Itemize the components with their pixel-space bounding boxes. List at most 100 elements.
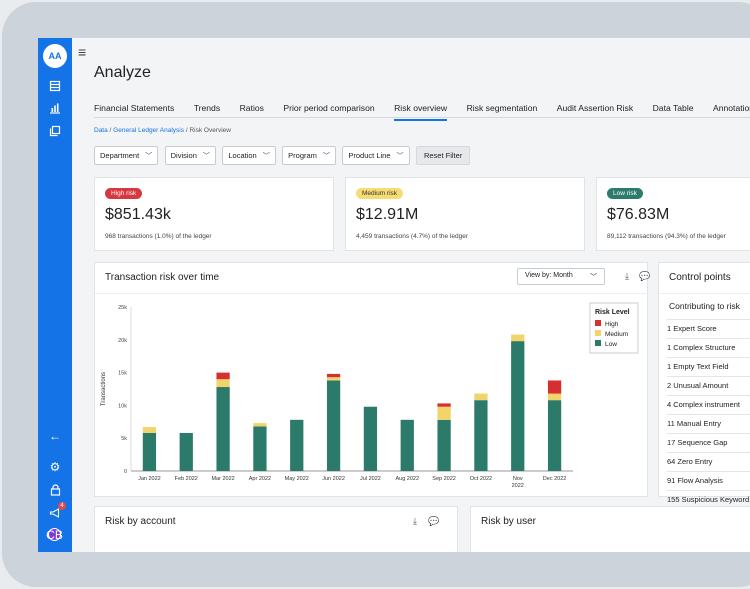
status-badge: Medium risk bbox=[356, 188, 404, 199]
control-point-row[interactable]: 1 Complex Structure bbox=[667, 338, 750, 357]
control-point-row[interactable]: 17 Sequence Gap bbox=[667, 433, 750, 452]
lock-icon[interactable] bbox=[47, 482, 63, 498]
chevron-down-icon: ﹀ bbox=[396, 153, 404, 160]
tab-audit-assertion-risk[interactable]: Audit Assertion Risk bbox=[556, 103, 634, 113]
chevron-down-icon: ﹀ bbox=[202, 153, 210, 160]
y-tick-label: 0 bbox=[124, 469, 127, 475]
kpi-low-risk: Low risk $76.83M 89,112 transactions (94… bbox=[596, 177, 750, 251]
bar-segment-low bbox=[400, 419, 414, 471]
kpi-subtext: 968 transactions (1.0%) of the ledger bbox=[105, 233, 212, 240]
comment-icon[interactable]: 💬 bbox=[428, 516, 440, 526]
view-by-label: View by: Month bbox=[525, 272, 573, 279]
kpi-amount: $76.83M bbox=[607, 206, 670, 223]
product-line-filter[interactable]: Product Line ﹀ bbox=[342, 146, 410, 165]
transaction-risk-chart: 0 5k 10k 15k 20k 25k Transactions Jan 2022 Feb 2… bbox=[101, 302, 639, 489]
location-filter-label: Location bbox=[228, 151, 257, 160]
bar-segment-medium bbox=[474, 393, 488, 401]
breadcrumb-data[interactable]: Data bbox=[94, 127, 108, 134]
collapse-arrow-icon[interactable]: ← bbox=[49, 429, 61, 443]
menu-icon[interactable]: ≡ bbox=[78, 44, 87, 60]
bar-segment-medium bbox=[253, 423, 267, 427]
x-tick-label: Feb 2022 bbox=[175, 476, 198, 482]
panel-title: Risk by user bbox=[481, 516, 537, 527]
bar-segment-low bbox=[437, 419, 451, 471]
control-point-row[interactable]: 1 Empty Text Field bbox=[667, 357, 750, 376]
program-filter[interactable]: Program ﹀ bbox=[282, 146, 336, 165]
notification-badge: 4 bbox=[58, 502, 66, 510]
copy-icon[interactable] bbox=[47, 123, 63, 139]
tab-risk-overview[interactable]: Risk overview bbox=[394, 101, 448, 121]
bar-segment-high bbox=[216, 372, 230, 380]
breadcrumb-general-ledger[interactable]: General Ledger Analysis bbox=[113, 127, 184, 134]
bar-segment-high bbox=[437, 403, 451, 407]
x-tick-label: Jan 2022 bbox=[138, 476, 161, 482]
tab-trends[interactable]: Trends bbox=[193, 103, 221, 113]
legend-swatch-low bbox=[595, 340, 601, 346]
department-filter[interactable]: Department ﹀ bbox=[94, 146, 159, 165]
breadcrumb-current: Risk Overview bbox=[189, 127, 231, 134]
download-icon[interactable]: ⤓ bbox=[413, 516, 417, 526]
bar-segment-medium bbox=[142, 427, 157, 433]
status-badge: High risk bbox=[105, 188, 143, 199]
tab-financial-statements[interactable]: Financial Statements bbox=[94, 103, 175, 113]
gear-icon[interactable]: ⚙ bbox=[49, 460, 61, 474]
app-logo[interactable]: AA bbox=[43, 44, 67, 68]
control-point-row[interactable]: 4 Complex instrument bbox=[667, 395, 750, 414]
y-tick-label: 10k bbox=[118, 403, 127, 409]
transaction-risk-panel: Transaction risk over time View by: Mont… bbox=[94, 262, 651, 497]
panel-title: Risk by account bbox=[105, 516, 176, 527]
risk-by-user-panel: Risk by user bbox=[470, 506, 750, 552]
control-point-row[interactable]: 91 Flow Analysis bbox=[667, 471, 750, 490]
x-tick-label: Dec 2022 bbox=[543, 476, 567, 482]
bar-segment-low bbox=[547, 400, 562, 471]
chevron-down-icon: ﹀ bbox=[590, 274, 597, 281]
tab-risk-segmentation[interactable]: Risk segmentation bbox=[466, 103, 538, 113]
bar-chart-icon[interactable] bbox=[47, 100, 63, 116]
bar-segment-low bbox=[142, 432, 157, 471]
chevron-down-icon: ﹀ bbox=[262, 153, 270, 160]
location-filter[interactable]: Location ﹀ bbox=[222, 146, 276, 165]
control-point-row[interactable]: 1 Expert Score bbox=[667, 319, 750, 338]
bar-segment-low bbox=[253, 426, 267, 471]
database-icon[interactable] bbox=[47, 78, 63, 94]
product-line-filter-label: Product Line bbox=[348, 151, 391, 160]
app-screen: AA ← ⚙ 4 CB ≡ Analyze Financial S bbox=[38, 38, 750, 552]
bar-segment-low bbox=[511, 341, 525, 471]
bar-segment-low bbox=[216, 387, 230, 471]
division-filter[interactable]: Division ﹀ bbox=[164, 146, 216, 165]
bar-segment-medium bbox=[326, 377, 341, 381]
control-point-row[interactable]: 64 Zero Entry bbox=[667, 452, 750, 471]
kpi-medium-risk: Medium risk $12.91M 4,459 transactions (… bbox=[345, 177, 585, 251]
control-point-row[interactable]: 155 Suspicious Keyword bbox=[667, 490, 750, 509]
panel-divider bbox=[95, 293, 649, 294]
breadcrumb-separator: / bbox=[109, 127, 112, 134]
bar-segment-high bbox=[326, 373, 341, 378]
breadcrumb: Data / General Ledger Analysis / Risk Ov… bbox=[94, 127, 231, 134]
kpi-subtext: 89,112 transactions (94.3%) of the ledge… bbox=[607, 233, 726, 240]
comment-icon[interactable]: 💬 bbox=[639, 271, 651, 281]
reset-filter-button[interactable]: Reset Filter bbox=[415, 146, 471, 165]
megaphone-icon[interactable]: 4 bbox=[47, 502, 66, 521]
x-tick-label: Nov bbox=[513, 476, 523, 482]
control-point-row[interactable]: 11 Manual Entry bbox=[667, 414, 750, 433]
view-by-select[interactable]: View by: Month ﹀ bbox=[517, 268, 605, 285]
control-point-row[interactable]: 2 Unusual Amount bbox=[667, 376, 750, 395]
filter-bar: Department ﹀ Division ﹀ Location ﹀ Program ﹀… bbox=[94, 146, 471, 165]
kpi-amount: $851.43k bbox=[105, 206, 171, 223]
panel-title: Control points bbox=[669, 272, 731, 283]
page-title: Analyze bbox=[94, 64, 151, 81]
tab-ratios[interactable]: Ratios bbox=[239, 103, 264, 113]
download-icon[interactable]: ⤓ bbox=[625, 271, 629, 281]
chevron-down-icon: ﹀ bbox=[322, 153, 330, 160]
legend-swatch-medium bbox=[595, 330, 601, 336]
x-tick-label: Jun 2022 bbox=[322, 476, 345, 482]
y-axis-label: Transactions bbox=[101, 372, 107, 406]
tab-prior-period-comparison[interactable]: Prior period comparison bbox=[283, 103, 375, 113]
bar-segment-high bbox=[547, 380, 562, 394]
y-tick-label: 15k bbox=[118, 371, 127, 377]
avatar[interactable]: CB bbox=[46, 527, 63, 542]
status-badge: Low risk bbox=[607, 188, 643, 199]
tab-data-table[interactable]: Data Table bbox=[652, 103, 694, 113]
tab-annotations[interactable]: Annotations bbox=[712, 103, 750, 113]
